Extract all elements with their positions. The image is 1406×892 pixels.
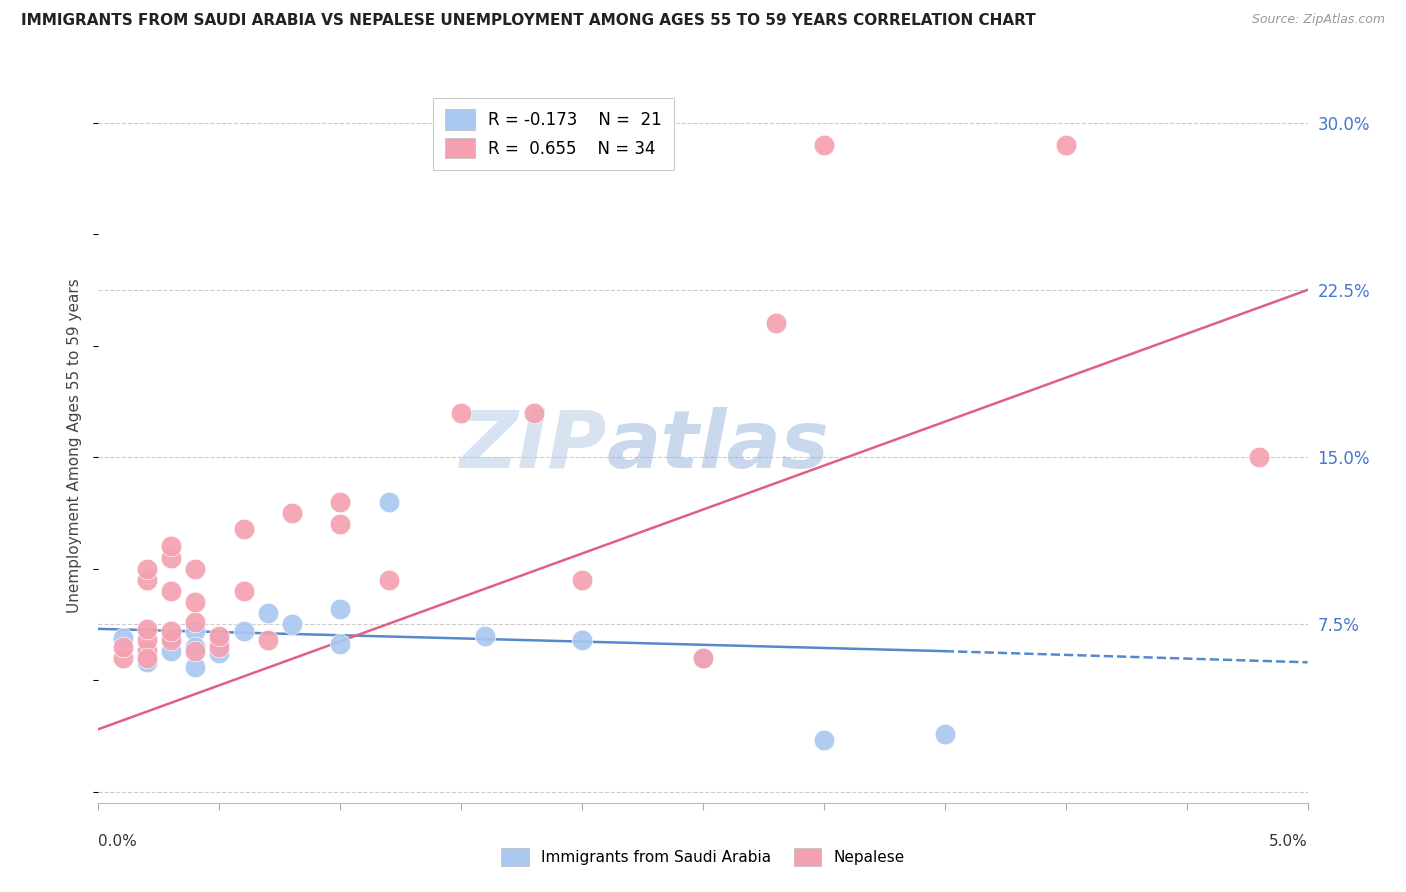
Point — [135, 562, 157, 576]
Point — [160, 624, 183, 639]
Point — [523, 405, 546, 419]
Legend: R = -0.173    N =  21, R =  0.655    N = 34: R = -0.173 N = 21, R = 0.655 N = 34 — [433, 97, 673, 169]
Point — [160, 644, 183, 658]
Text: 5.0%: 5.0% — [1268, 834, 1308, 849]
Point — [232, 583, 254, 598]
Point — [329, 517, 352, 532]
Point — [160, 539, 183, 553]
Point — [135, 633, 157, 648]
Text: Source: ZipAtlas.com: Source: ZipAtlas.com — [1251, 13, 1385, 27]
Point — [160, 631, 183, 645]
Point — [208, 646, 231, 660]
Point — [111, 631, 134, 645]
Point — [232, 624, 254, 639]
Point — [571, 633, 593, 648]
Point — [377, 494, 399, 508]
Y-axis label: Unemployment Among Ages 55 to 59 years: Unemployment Among Ages 55 to 59 years — [67, 278, 83, 614]
Point — [1249, 450, 1271, 464]
Point — [256, 607, 278, 621]
Point — [765, 317, 787, 331]
Text: IMMIGRANTS FROM SAUDI ARABIA VS NEPALESE UNEMPLOYMENT AMONG AGES 55 TO 59 YEARS : IMMIGRANTS FROM SAUDI ARABIA VS NEPALESE… — [21, 13, 1036, 29]
Point — [135, 622, 157, 636]
Point — [329, 494, 352, 508]
Point — [208, 640, 231, 654]
Point — [692, 651, 714, 665]
Point — [184, 644, 207, 658]
Point — [208, 635, 231, 649]
Point — [135, 655, 157, 669]
Point — [184, 615, 207, 630]
Legend: Immigrants from Saudi Arabia, Nepalese: Immigrants from Saudi Arabia, Nepalese — [492, 838, 914, 875]
Point — [135, 573, 157, 587]
Point — [934, 726, 956, 740]
Point — [184, 595, 207, 609]
Text: ZIP: ZIP — [458, 407, 606, 485]
Point — [281, 506, 304, 520]
Point — [111, 651, 134, 665]
Point — [232, 521, 254, 535]
Point — [256, 633, 278, 648]
Point — [571, 573, 593, 587]
Point — [377, 573, 399, 587]
Point — [184, 640, 207, 654]
Point — [160, 550, 183, 565]
Point — [135, 644, 157, 658]
Point — [813, 138, 835, 153]
Point — [184, 624, 207, 639]
Point — [329, 601, 352, 615]
Point — [160, 583, 183, 598]
Point — [329, 637, 352, 651]
Point — [474, 628, 496, 642]
Point — [1054, 138, 1077, 153]
Point — [184, 660, 207, 674]
Point — [450, 405, 472, 419]
Text: atlas: atlas — [606, 407, 830, 485]
Point — [692, 651, 714, 665]
Point — [111, 640, 134, 654]
Point — [184, 562, 207, 576]
Point — [135, 644, 157, 658]
Point — [160, 633, 183, 648]
Point — [281, 617, 304, 632]
Point — [813, 733, 835, 747]
Point — [135, 651, 157, 665]
Point — [208, 628, 231, 642]
Text: 0.0%: 0.0% — [98, 834, 138, 849]
